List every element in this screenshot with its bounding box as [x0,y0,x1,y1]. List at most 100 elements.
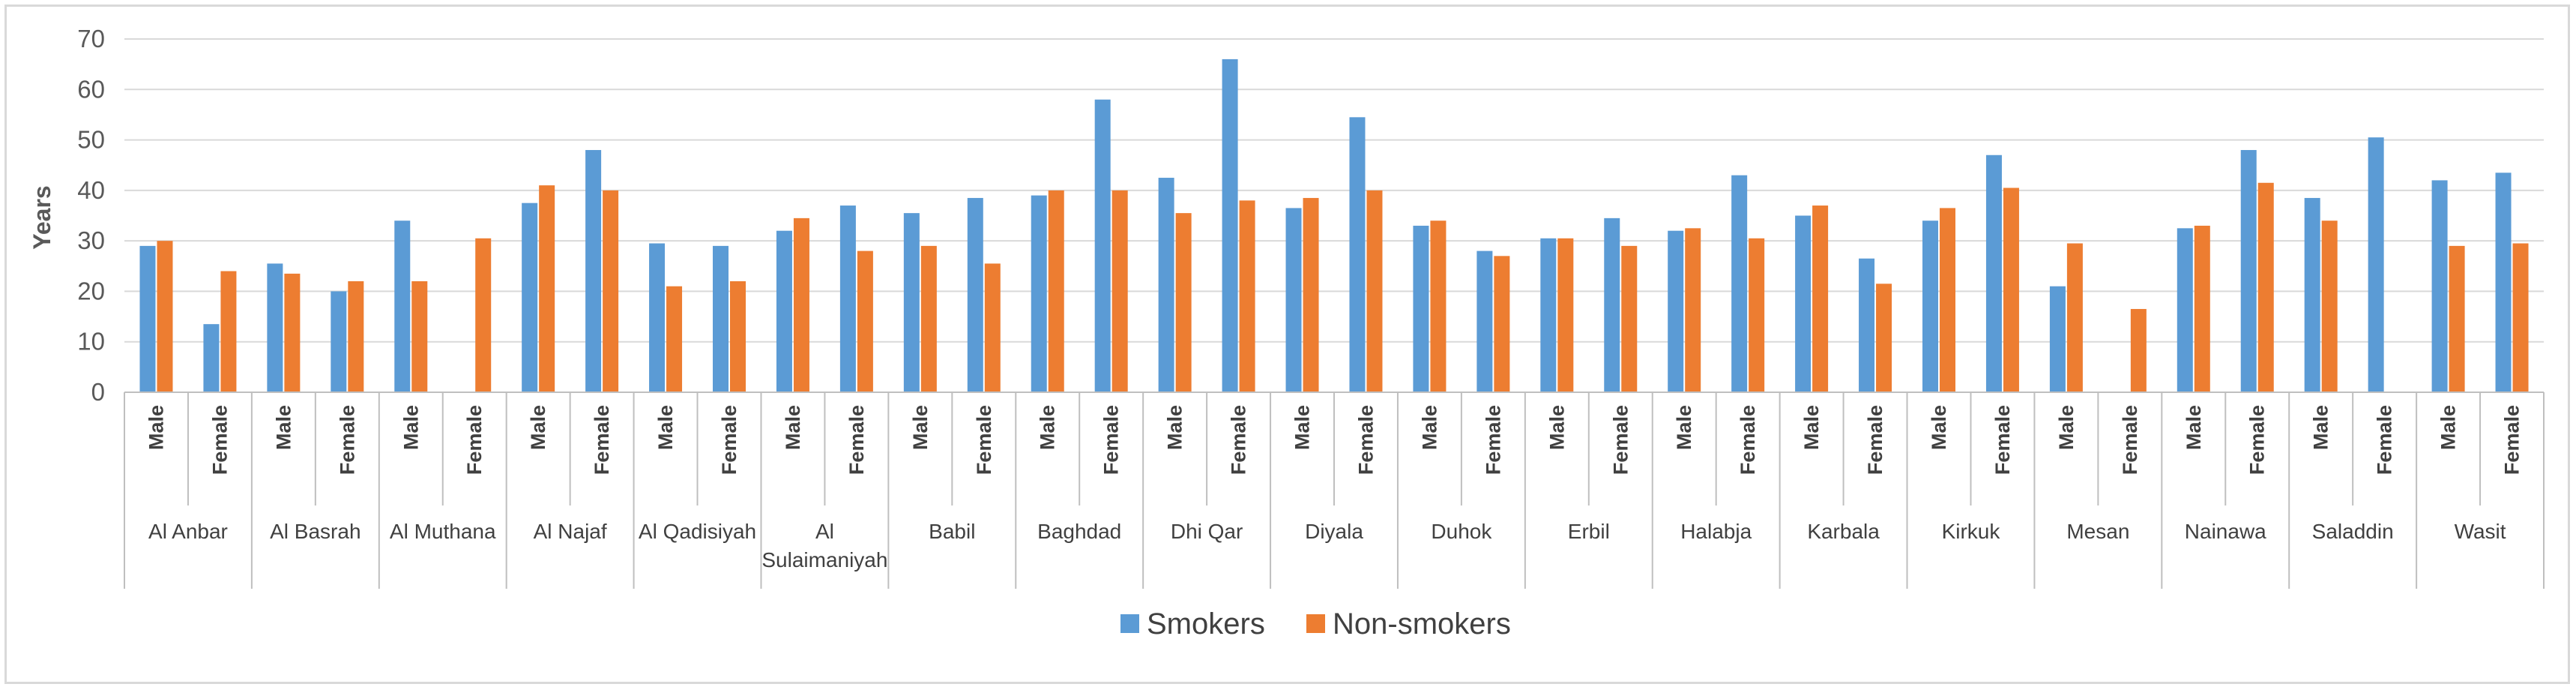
legend: Smokers Non-smokers [1120,608,1511,640]
sex-label: Female [1991,405,2014,475]
bar-smokers [1094,99,1111,392]
sex-label: Male [272,405,295,450]
bar-smokers [1349,117,1366,393]
bar-smokers [2177,228,2193,392]
sex-label: Female [1228,405,1250,475]
bar-non-smokers [2066,243,2083,392]
bar-smokers [394,220,411,392]
sex-label: Male [1164,405,1186,450]
bar-smokers [1158,178,1174,393]
y-tick-label: 40 [77,176,105,204]
bar-non-smokers [1303,197,1319,392]
governorate-label: Diyala [1305,520,1363,543]
bar-non-smokers [475,238,492,392]
bar-smokers [2368,137,2384,392]
bar-smokers [2304,197,2320,392]
governorate-label: Erbil [1568,520,1610,543]
sex-label: Female [1354,405,1377,475]
sex-label: Female [2246,405,2269,475]
sex-label: Male [2183,405,2205,450]
bar-non-smokers [1366,190,1383,392]
sex-label: Female [463,405,486,475]
governorate-label: Al Muthana [390,520,496,543]
bar-smokers [1795,215,1812,392]
tick-labels: 0 10 20 30 40 50 60 70 Male Female Male Female Male F… [77,25,2523,572]
governorate-label: Al Qadisiyah [639,520,756,543]
governorate-label: Baghdad [1037,520,1121,543]
bar-non-smokers [539,185,555,392]
bar-non-smokers [157,241,173,392]
bar-smokers [1604,218,1620,392]
bar-non-smokers [1940,208,1955,392]
y-tick-label: 70 [77,25,105,52]
governorate-label: Al Anbar [148,520,228,543]
bar-non-smokers [2257,182,2274,392]
bar-smokers [1031,195,1047,392]
y-tick-label: 20 [77,277,105,304]
sex-label: Male [1291,405,1314,450]
bar-non-smokers [920,245,937,392]
bar-smokers [1668,230,1684,392]
governorate-label: Saladdin [2312,520,2394,543]
legend-label-non-smokers: Non-smokers [1333,608,1511,640]
bar-non-smokers [730,280,746,392]
governorate-label: Wasit [2455,520,2506,543]
bar-non-smokers [348,280,364,392]
bar-smokers [2049,286,2066,392]
legend-label-smokers: Smokers [1147,608,1265,640]
sex-label: Female [2119,405,2141,475]
governorate-label: Dhi Qar [1171,520,1243,543]
governorate-label: Halabja [1680,520,1752,543]
governorate-label: Nainawa [2185,520,2266,543]
bar-non-smokers [857,250,873,392]
bar-non-smokers [220,271,237,392]
bar-smokers [967,197,983,392]
bar-non-smokers [1621,245,1638,392]
governorate-label: Al Najaf [534,520,607,543]
bar-smokers [1540,238,1557,392]
bar-smokers [1413,225,1429,392]
bar-smokers [2240,150,2257,392]
bar-non-smokers [1239,200,1255,392]
bar-non-smokers [2512,243,2529,392]
bar-smokers [331,291,347,392]
governorate-label: Sulaimaniyah [761,548,887,572]
bar-smokers [267,263,283,392]
bar-non-smokers [2130,308,2147,392]
sex-label: Female [1100,405,1123,475]
sex-label: Female [336,405,358,475]
governorate-label: Al [815,520,834,543]
legend-swatch-non-smokers [1306,614,1325,633]
bar-non-smokers [666,286,683,392]
bar-smokers [522,202,538,392]
bar-smokers [2431,180,2448,392]
bar-non-smokers [1685,228,1701,392]
bar-non-smokers [1876,284,1892,392]
sex-label: Male [2310,405,2332,450]
legend-swatch-smokers [1120,614,1139,633]
bar-smokers [2495,172,2512,393]
bar-smokers [649,243,666,392]
bar-non-smokers [1494,256,1510,392]
bar-non-smokers [2449,245,2465,392]
bar-smokers [1285,208,1302,392]
bar-smokers [139,245,156,392]
bars [139,58,2529,393]
bar-smokers [1222,58,1238,393]
sex-label: Female [591,405,613,475]
governorate-label: Kirkuk [1942,520,2001,543]
bar-smokers [1922,220,1938,392]
y-tick-label: 0 [91,378,105,406]
governorate-label: Al Basrah [270,520,361,543]
bar-non-smokers [603,190,619,392]
sex-label: Female [1482,405,1504,475]
bar-smokers [1859,258,1875,392]
sex-label: Female [2501,405,2524,475]
sex-label: Male [1418,405,1441,450]
sex-label: Male [1800,405,1823,450]
sex-label: Male [1037,405,1059,450]
bar-smokers [839,206,856,392]
governorate-label: Karbala [1807,520,1880,543]
y-tick-label: 60 [77,75,105,103]
bar-smokers [776,230,792,392]
